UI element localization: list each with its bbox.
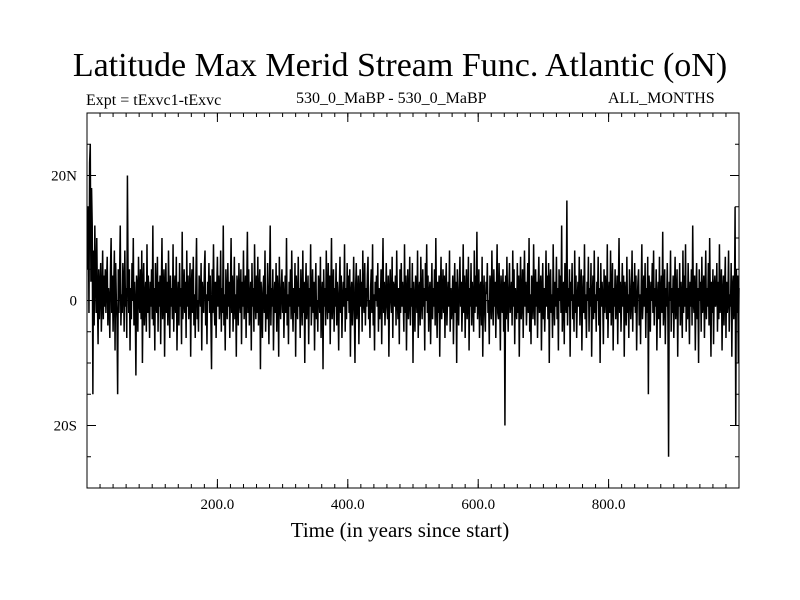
x-tick-label: 600.0 [461,497,495,513]
x-tick-label: 200.0 [201,497,235,513]
x-tick-label: 400.0 [331,497,365,513]
plot-frame [86,112,740,489]
tick-labels: 200.0 400.0 600.0 800.0 20N 0 20S [51,169,625,514]
y-tick-label: 20S [54,419,77,435]
x-tick-label: 800.0 [592,497,626,513]
y-tick-label: 0 [70,294,78,310]
y-tick-label: 20N [51,169,77,185]
chart-title: Latitude Max Merid Stream Func. Atlantic… [72,47,728,84]
x-axis-label: Time (in years since start) [290,518,510,542]
period-label: 530_0_MaBP - 530_0_MaBP [296,90,487,107]
experiment-label: Expt = tExvc1-tExvc [86,92,222,109]
series-line [86,144,740,457]
months-label: ALL_MONTHS [608,90,715,107]
